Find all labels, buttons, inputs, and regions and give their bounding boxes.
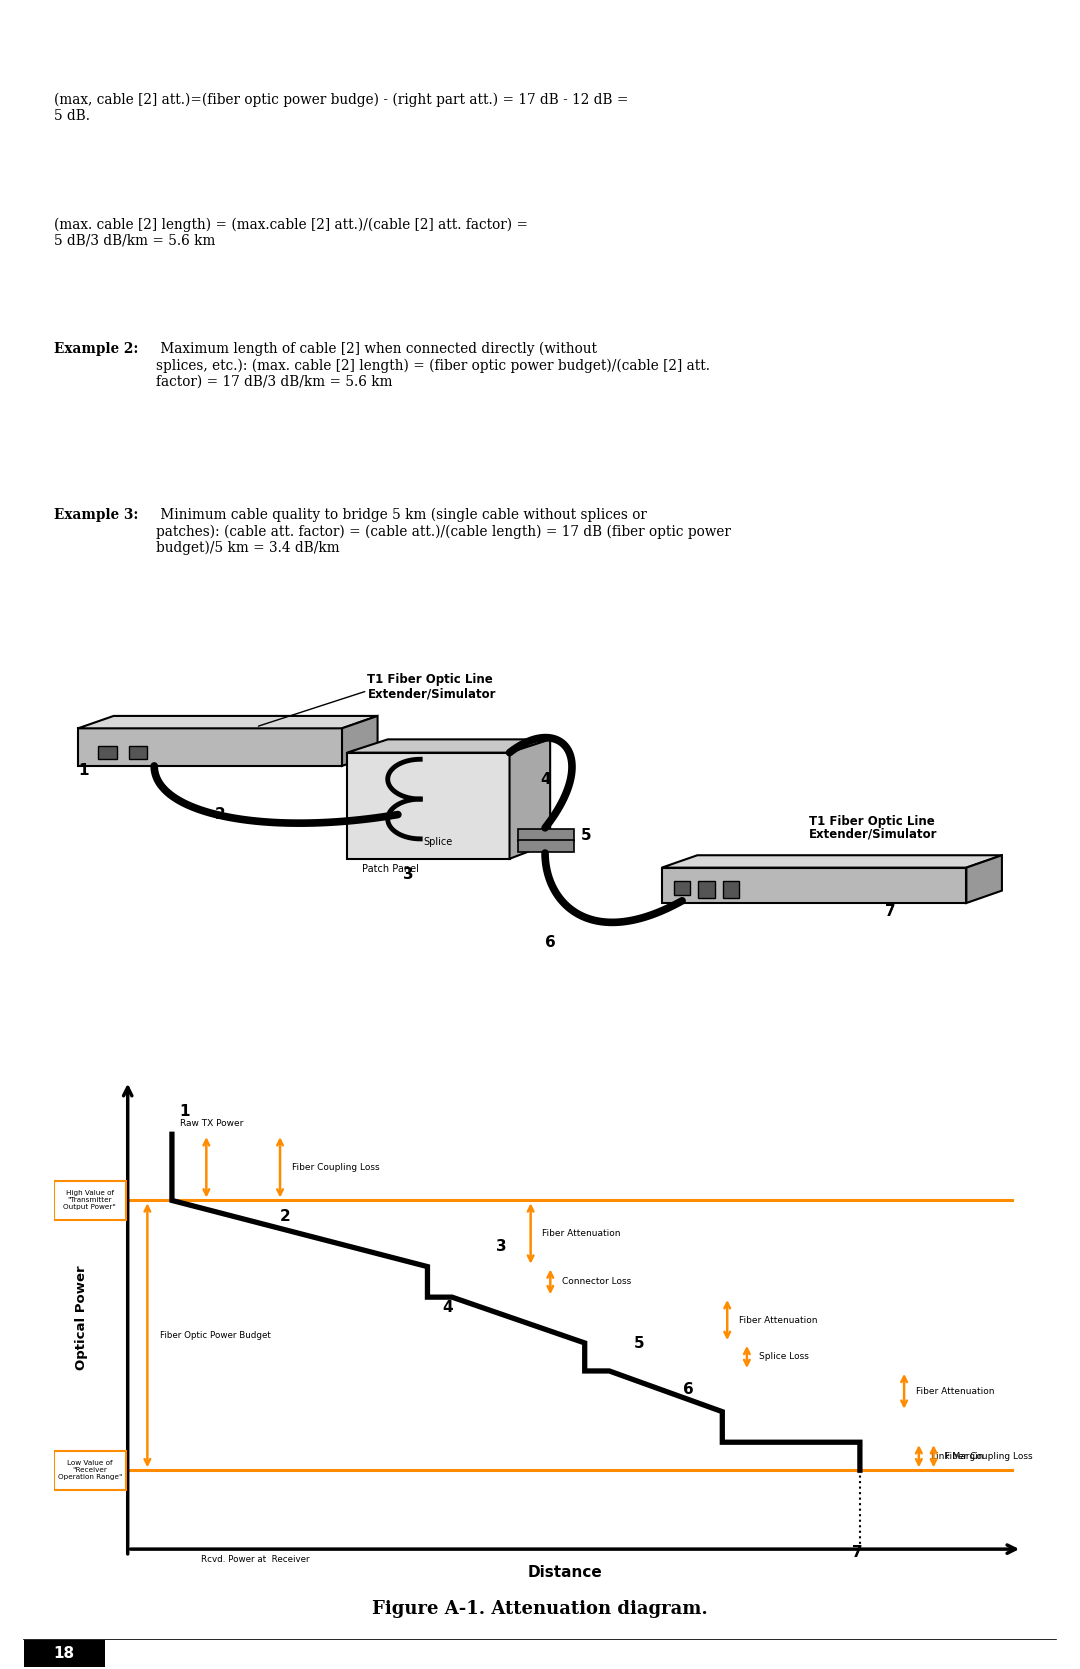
Bar: [347, 753, 510, 860]
Text: Link Margin: Link Margin: [931, 1452, 983, 1460]
Bar: [54, 1182, 125, 1220]
Polygon shape: [510, 739, 550, 860]
Text: (max. cable [2] length) = (max.cable [2] att.)/(cable [2] att. factor) =
5 dB/3 : (max. cable [2] length) = (max.cable [2]…: [54, 217, 528, 249]
Text: Fiber Coupling Loss: Fiber Coupling Loss: [292, 1163, 379, 1172]
Text: Splice: Splice: [423, 836, 453, 846]
Polygon shape: [342, 716, 378, 766]
Text: Splice Loss: Splice Loss: [758, 1352, 809, 1362]
Polygon shape: [78, 716, 378, 728]
Text: Figure A-1. Attenuation diagram.: Figure A-1. Attenuation diagram.: [373, 1601, 707, 1617]
Text: T1 FIBER OPTIC LINE EXTENDER/SIMULATOR: T1 FIBER OPTIC LINE EXTENDER/SIMULATOR: [44, 30, 489, 47]
Text: Example 2:: Example 2:: [54, 342, 138, 355]
Text: Raw TX Power: Raw TX Power: [179, 1120, 243, 1128]
Text: 3: 3: [497, 1240, 507, 1255]
Text: 4: 4: [442, 1300, 453, 1315]
Text: Optical Power: Optical Power: [75, 1265, 87, 1370]
Text: (max, cable [2] att.)=(fiber optic power budge) - (right part att.) = 17 dB - 12: (max, cable [2] att.)=(fiber optic power…: [54, 93, 629, 124]
Text: Fiber Attenuation: Fiber Attenuation: [542, 1228, 621, 1238]
Text: T1 Fiber Optic Line: T1 Fiber Optic Line: [809, 814, 935, 828]
Text: Fiber Coupling Loss: Fiber Coupling Loss: [945, 1452, 1034, 1460]
Bar: [723, 881, 739, 898]
Text: Minimum cable quality to bridge 5 km (single cable without splices or
patches): : Minimum cable quality to bridge 5 km (si…: [157, 507, 731, 556]
Text: 6: 6: [545, 935, 556, 950]
Bar: [662, 868, 967, 903]
Text: 7: 7: [886, 905, 895, 920]
Polygon shape: [967, 855, 1002, 903]
Bar: [517, 840, 573, 853]
Text: Fiber Attenuation: Fiber Attenuation: [739, 1315, 818, 1325]
Text: Fiber Optic Power Budget: Fiber Optic Power Budget: [160, 1330, 271, 1340]
Bar: [129, 746, 147, 759]
Bar: [98, 746, 117, 759]
Text: 5: 5: [634, 1337, 645, 1350]
Text: Low Value of
"Receiver
Operation Range": Low Value of "Receiver Operation Range": [57, 1460, 122, 1480]
Text: High Value of
"Transmitter
Output Power": High Value of "Transmitter Output Power": [64, 1190, 117, 1210]
Text: Connector Loss: Connector Loss: [562, 1277, 632, 1287]
Text: 3: 3: [403, 866, 414, 881]
Text: 6: 6: [683, 1382, 693, 1397]
Text: 2: 2: [215, 808, 226, 821]
Text: Rcvd. Power at  Receiver: Rcvd. Power at Receiver: [202, 1556, 310, 1564]
Text: 5: 5: [581, 828, 591, 843]
Polygon shape: [662, 855, 1002, 868]
Text: T1 Fiber Optic Line: T1 Fiber Optic Line: [367, 673, 494, 686]
Text: Fiber Attenuation: Fiber Attenuation: [916, 1387, 995, 1395]
Bar: [517, 829, 573, 841]
Text: 1: 1: [78, 763, 89, 778]
Text: Extender/Simulator: Extender/Simulator: [367, 688, 496, 701]
Text: 18: 18: [53, 1647, 75, 1661]
Text: Maximum length of cable [2] when connected directly (without
splices, etc.): (ma: Maximum length of cable [2] when connect…: [157, 342, 711, 389]
Bar: [78, 728, 342, 766]
Bar: [674, 881, 690, 895]
Bar: [699, 881, 715, 898]
Bar: [54, 1450, 125, 1489]
Text: Distance: Distance: [528, 1564, 603, 1579]
Text: 1: 1: [179, 1103, 190, 1118]
Text: 7: 7: [852, 1545, 863, 1561]
Text: Example 3:: Example 3:: [54, 507, 138, 522]
Text: 2: 2: [280, 1208, 291, 1223]
Bar: [24, 1641, 105, 1667]
Text: Patch Panel: Patch Panel: [362, 865, 419, 875]
Text: Extender/Simulator: Extender/Simulator: [809, 828, 937, 841]
Polygon shape: [347, 739, 550, 753]
Text: 4: 4: [540, 771, 551, 786]
